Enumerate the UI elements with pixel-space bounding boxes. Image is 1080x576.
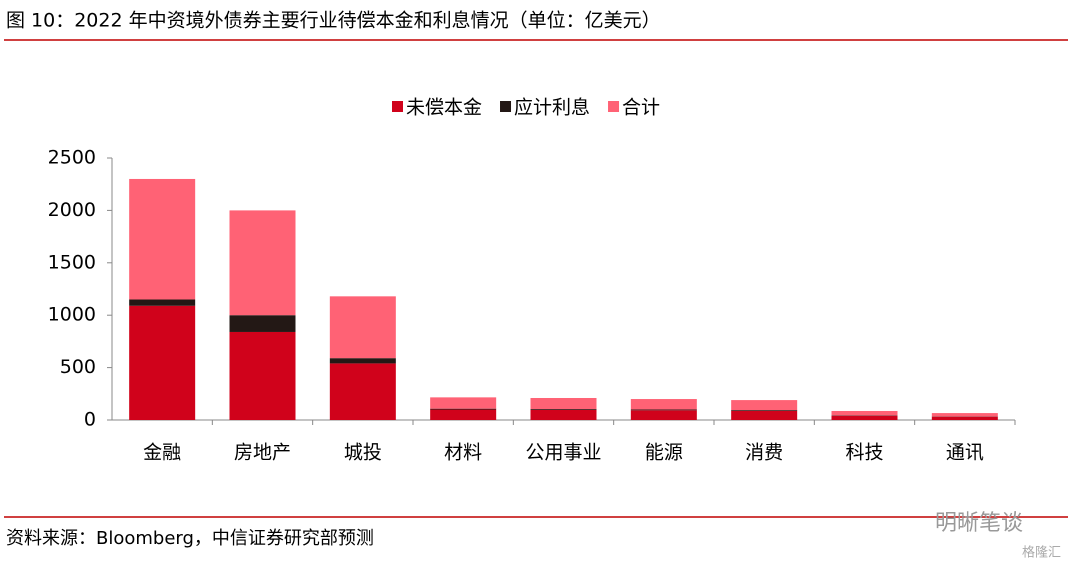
bar-segment [731,411,797,420]
legend-label: 合计 [622,97,660,119]
x-tick-label: 消费 [745,442,783,464]
x-tick-label: 城投 [344,442,382,464]
legend-swatch [608,101,619,112]
x-tick-label: 能源 [645,442,683,464]
x-tick-label: 科技 [845,442,883,464]
bar-segment [230,315,296,332]
bar-segment [932,413,998,416]
bar-segment [631,410,697,420]
bar-segment [430,409,496,410]
watermark: 明晰笔谈 [935,511,1023,536]
bar-segment [129,299,195,305]
legend-label: 未偿本金 [406,97,482,119]
bar-segment [832,411,898,416]
bar-segment [731,400,797,410]
bar-segment [932,417,998,420]
y-tick-label: 1500 [48,251,96,273]
chart-title: 图 10：2022 年中资境外债券主要行业待偿本金和利息情况（单位：亿美元） [6,10,661,32]
legend-label: 应计利息 [514,97,590,119]
bar-segment [230,332,296,420]
bar-segment [631,399,697,409]
bar-segment [129,306,195,420]
y-tick-label: 2000 [48,199,96,221]
bar-segment [531,398,597,409]
brand: 格隆汇 [1022,545,1061,561]
bar-segment [531,409,597,410]
bar-segment [430,397,496,408]
bar-segment [531,410,597,420]
x-tick-label: 材料 [444,442,482,464]
x-tick-label: 通讯 [946,442,984,464]
y-tick-label: 2500 [48,147,96,169]
bar-segment [129,179,195,300]
bar-segment [330,296,396,358]
source-note: 资料来源：Bloomberg，中信证券研究部预测 [6,528,374,549]
y-tick-label: 500 [60,356,96,378]
bar-segment [731,410,797,411]
x-tick-label: 公用事业 [525,442,601,464]
bar-segment [230,210,296,315]
y-tick-label: 0 [84,409,96,431]
x-tick-label: 金融 [143,442,181,464]
x-tick-label: 房地产 [234,442,291,464]
bar-segment [430,410,496,420]
bar-segment [832,416,898,420]
bar-segment [330,358,396,363]
legend-swatch [392,101,403,112]
bar-segment [330,363,396,420]
legend-swatch [500,101,511,112]
y-tick-label: 1000 [48,304,96,326]
bar-segment [631,410,697,411]
